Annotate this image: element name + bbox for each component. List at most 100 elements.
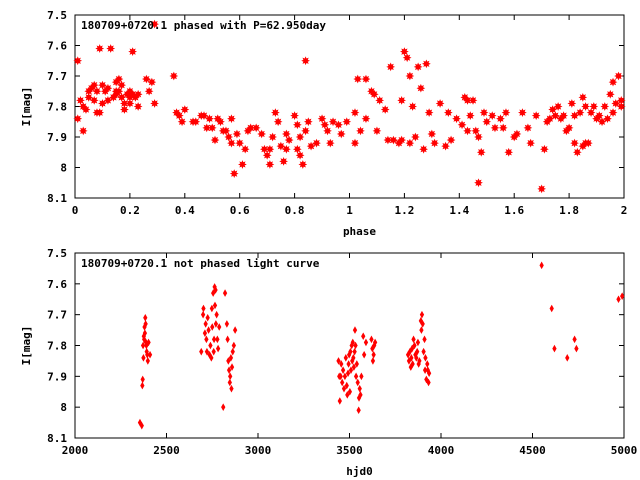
data-point	[336, 357, 341, 365]
data-point	[345, 369, 351, 378]
data-point	[416, 83, 426, 93]
data-point	[232, 326, 238, 334]
data-point	[142, 74, 151, 84]
data-point	[343, 354, 348, 362]
data-point	[353, 341, 358, 350]
data-point	[204, 347, 210, 356]
data-point	[145, 357, 150, 365]
data-point	[611, 99, 621, 108]
plot-frame	[74, 252, 625, 439]
data-point	[120, 105, 129, 114]
data-point	[352, 326, 358, 334]
data-point	[328, 117, 338, 127]
data-point	[386, 62, 396, 72]
data-point	[232, 129, 242, 139]
data-point	[369, 89, 379, 99]
data-point	[208, 341, 213, 350]
data-point	[570, 111, 579, 121]
data-point	[476, 147, 486, 157]
x-tick-label: 4000	[428, 444, 455, 457]
data-point	[371, 350, 376, 359]
data-point	[411, 335, 416, 344]
x-tick-label: 3500	[336, 444, 363, 457]
data-point	[498, 123, 508, 133]
data-point	[140, 375, 145, 384]
data-point	[84, 92, 94, 102]
data-point	[342, 372, 348, 381]
data-point	[443, 108, 453, 117]
data-point	[92, 86, 102, 96]
data-point	[414, 354, 419, 362]
x-tick-label: 1.8	[559, 204, 579, 217]
data-point	[265, 160, 275, 169]
data-point	[210, 135, 220, 145]
data-point	[246, 123, 256, 133]
data-point	[238, 160, 247, 169]
data-point	[114, 74, 124, 84]
data-point	[405, 71, 415, 81]
data-point	[215, 344, 221, 353]
data-point	[73, 56, 83, 66]
data-point	[81, 105, 91, 114]
x-tick-label: 4500	[519, 444, 546, 457]
x-tick-label: 1.2	[394, 204, 414, 217]
data-point	[422, 366, 428, 374]
data-point	[352, 347, 357, 356]
data-point	[426, 378, 431, 387]
data-point	[292, 120, 302, 130]
data-point	[426, 369, 432, 378]
phased-light-curve-panel: 0 0.2 0.4 0.6 0.8 1 1.2 1.4 1.6 1.8 2 7.5 7.6 7.7 7.8 7…	[20, 9, 627, 238]
data-point	[191, 117, 201, 127]
data-point	[273, 117, 283, 127]
data-point	[229, 363, 235, 371]
data-point	[103, 83, 113, 93]
data-point	[372, 126, 382, 136]
data-point	[474, 178, 483, 188]
data-point	[422, 335, 427, 344]
data-point	[180, 105, 190, 114]
data-point	[338, 372, 343, 381]
data-point	[336, 129, 346, 139]
data-point	[340, 378, 345, 387]
data-point	[276, 141, 286, 151]
data-point	[412, 341, 417, 350]
data-point	[531, 111, 541, 121]
y-axis-label: I[mag]	[20, 87, 33, 127]
data-point	[325, 138, 335, 148]
data-point	[228, 354, 234, 362]
data-point	[202, 123, 212, 133]
data-point	[575, 108, 585, 117]
plot-frame	[74, 14, 625, 199]
data-point	[89, 80, 99, 90]
data-point	[397, 96, 407, 105]
data-point	[413, 62, 423, 72]
data-point	[597, 117, 607, 127]
data-point	[358, 391, 363, 399]
data-point	[117, 80, 127, 90]
data-point	[363, 338, 369, 347]
data-point	[204, 335, 209, 344]
data-point	[578, 92, 588, 102]
data-point	[583, 138, 593, 148]
data-point	[211, 347, 216, 356]
data-point	[408, 102, 418, 111]
data-point	[435, 99, 445, 108]
data-point	[415, 347, 420, 356]
x-tick-label: 0.4	[175, 204, 195, 217]
data-point	[559, 111, 568, 121]
data-point	[490, 123, 500, 133]
data-point	[359, 372, 364, 381]
data-point	[206, 326, 211, 334]
data-point	[174, 111, 184, 121]
y-axis-label: I[mag]	[20, 326, 33, 366]
data-point	[419, 144, 428, 154]
data-point	[553, 102, 563, 111]
y-tick-label: 7.5	[47, 9, 67, 22]
data-point	[523, 123, 533, 133]
data-point	[545, 114, 555, 124]
data-point	[411, 132, 420, 142]
y-tick-label: 8.1	[47, 432, 67, 445]
data-point	[95, 44, 105, 53]
data-point	[581, 102, 590, 111]
data-point	[614, 71, 623, 81]
